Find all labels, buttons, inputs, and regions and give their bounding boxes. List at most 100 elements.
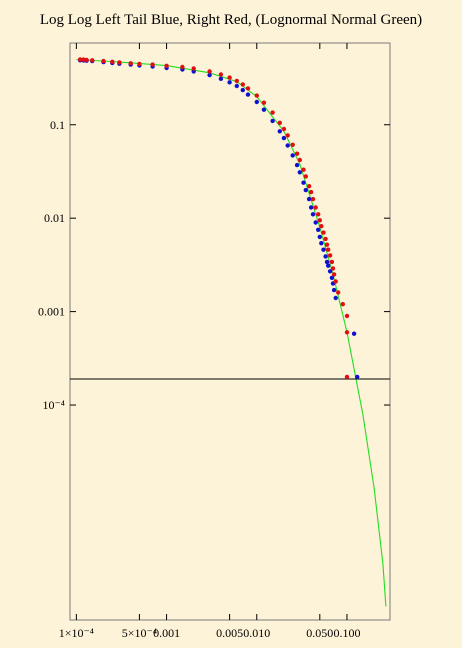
data-point [313,205,318,210]
data-point [327,253,333,258]
data-point [117,60,122,65]
data-point [317,234,322,240]
data-point [344,313,350,319]
data-point [323,236,328,242]
data-point [77,57,83,62]
data-point [333,295,338,301]
y-tick-label: 10⁻⁴ [42,398,65,412]
data-point [317,218,322,223]
data-point [285,143,290,148]
x-tick-label: 5×10⁻⁴ [122,626,157,640]
data-point [191,66,196,71]
x-tick-label: 0.001 [153,626,180,640]
data-point [327,269,333,274]
y-tick-label: 0.1 [50,118,65,132]
data-point [331,272,337,277]
data-point [110,59,115,64]
data-point [313,220,318,225]
data-point [218,72,224,77]
data-point [270,118,275,124]
data-point [290,153,295,158]
data-point [180,64,185,70]
data-point [261,107,267,112]
data-point [294,162,300,168]
data-point [290,142,295,147]
data-point [321,247,326,252]
data-point [344,330,350,335]
data-point [321,230,326,235]
data-point [351,331,357,336]
data-point [150,62,155,67]
data-point [245,86,251,91]
data-point [323,254,328,259]
data-point [281,126,287,132]
data-point [294,151,300,156]
data-point [355,374,360,380]
data-point [218,76,224,82]
data-point [316,227,321,232]
data-point [319,241,324,246]
y-tick-label: 0.001 [38,305,65,319]
x-tick-label: 0.010 [243,626,270,640]
data-point [301,167,306,172]
data-point [101,58,106,64]
data-point [333,279,338,284]
data-point [84,57,89,63]
data-point [330,266,336,271]
data-point [261,100,267,105]
data-point [324,242,330,247]
data-point [137,61,142,67]
chart-title: Log Log Left Tail Blue, Right Red, (Logn… [40,12,422,28]
data-point [207,69,212,74]
data-point [303,174,308,179]
data-point [234,78,239,84]
x-tick-label: 0.050 [306,626,333,640]
data-point [301,180,306,185]
data-point [340,302,345,307]
data-point [240,87,245,93]
data-point [277,120,282,126]
data-point [329,259,335,265]
data-point [297,170,302,175]
data-point [227,75,232,80]
right-tail-series [77,57,350,380]
data-point [254,99,259,105]
data-point [326,247,331,252]
data-point [310,212,316,217]
data-point [331,287,337,293]
data-point [90,58,95,63]
data-point [329,275,335,280]
data-point [281,135,287,141]
data-point [207,72,212,78]
data-point [306,184,312,189]
data-point [310,196,316,202]
data-point [245,92,251,97]
data-point [128,61,133,66]
data-point [319,224,324,229]
data-point [297,157,302,163]
data-point [227,80,232,85]
data-point [336,290,341,295]
data-point [316,212,321,217]
x-tick-label: 0.005 [216,626,243,640]
data-point [308,189,314,195]
x-tick-label: 1×10⁻⁴ [59,626,94,640]
data-point [254,93,259,98]
data-point [270,110,275,115]
data-point [285,133,290,138]
data-point [324,259,330,265]
data-point [306,196,312,202]
data-point [326,263,331,268]
y-tick-label: 0.01 [44,211,65,225]
data-point [303,187,308,193]
data-point [240,82,245,87]
x-tick-label: 0.100 [333,626,360,640]
data-point [234,83,239,89]
data-point [164,63,169,68]
data-point [277,129,282,134]
data-point [308,205,314,210]
data-point [344,374,350,380]
